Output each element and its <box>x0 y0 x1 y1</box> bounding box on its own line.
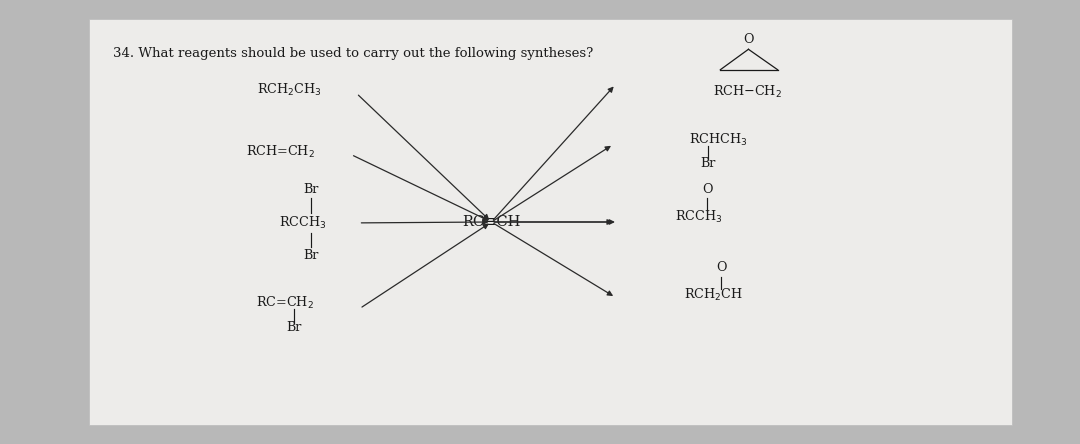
Text: RCH$_2$CH: RCH$_2$CH <box>684 287 742 303</box>
Text: RCCH$_3$: RCCH$_3$ <box>675 209 723 225</box>
Text: RCCH$_3$: RCCH$_3$ <box>279 215 326 231</box>
Text: RC=CH$_2$: RC=CH$_2$ <box>256 295 314 311</box>
Text: Br: Br <box>303 249 319 262</box>
Text: 34. What reagents should be used to carry out the following syntheses?: 34. What reagents should be used to carr… <box>113 47 594 59</box>
Text: RCHCH$_3$: RCHCH$_3$ <box>689 132 747 148</box>
Text: RCH$-$CH$_2$: RCH$-$CH$_2$ <box>713 84 782 100</box>
Text: O: O <box>702 183 713 196</box>
Text: O: O <box>716 261 727 274</box>
Text: Br: Br <box>701 157 716 170</box>
FancyBboxPatch shape <box>89 19 1012 425</box>
Text: Br: Br <box>303 183 319 196</box>
Text: RCH$_2$CH$_3$: RCH$_2$CH$_3$ <box>257 82 322 98</box>
Text: RCH=CH$_2$: RCH=CH$_2$ <box>246 144 315 160</box>
Text: RC≡CH: RC≡CH <box>462 215 521 229</box>
Text: Br: Br <box>286 321 301 334</box>
Text: O: O <box>743 33 754 46</box>
